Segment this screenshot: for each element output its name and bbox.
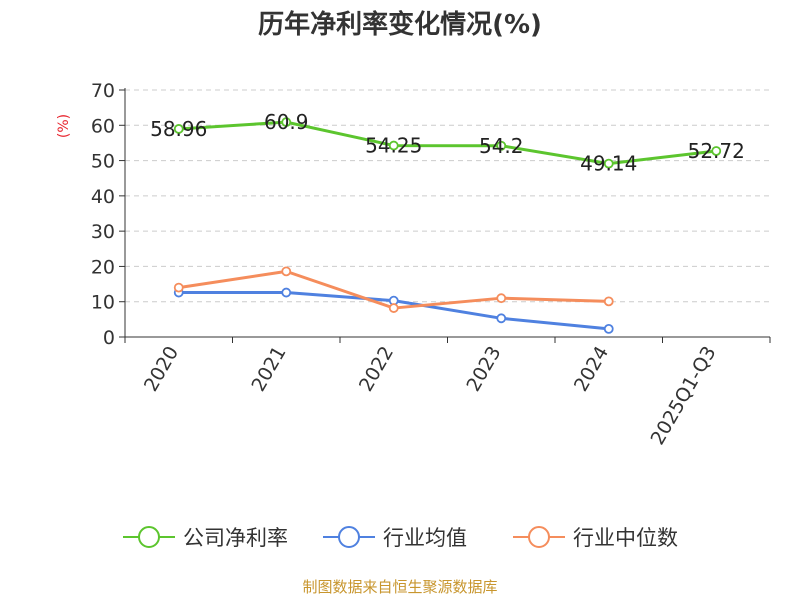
legend-marker-0 xyxy=(138,526,160,548)
legend-label-1: 行业均值 xyxy=(383,526,467,550)
point-s0-3 xyxy=(496,140,507,151)
point-s2-2 xyxy=(388,303,399,313)
point-s1-1 xyxy=(281,287,292,298)
point-s2-1 xyxy=(281,266,292,277)
y-tick-label-20: 20 xyxy=(91,256,115,278)
y-axis-label: (%) xyxy=(56,114,72,138)
axes xyxy=(119,88,771,343)
point-s0-5 xyxy=(711,146,722,156)
legend-label-2: 行业中位数 xyxy=(573,526,678,550)
x-tick-label-2022: 2022 xyxy=(355,343,398,396)
point-s0-4 xyxy=(603,158,614,169)
y-tick-label-40: 40 xyxy=(91,186,115,208)
point-s2-3 xyxy=(496,293,507,304)
point-s1-3 xyxy=(496,313,507,324)
point-s2-4 xyxy=(603,296,614,307)
x-tick-label-2023: 2023 xyxy=(462,343,505,396)
data-label-s0-5: 52.72 xyxy=(688,139,745,163)
y-tick-labels: 0 10 20 30 40 50 60 70 xyxy=(91,80,115,349)
chart-title: 历年净利率变化情况(%) xyxy=(258,9,542,40)
legend-marker-2 xyxy=(528,526,550,548)
source-note: 制图数据来自恒生聚源数据库 xyxy=(302,578,497,596)
x-tick-labels: 2020 2021 2022 2023 2024 2025Q1-Q3 xyxy=(140,343,721,449)
data-label-s0-3: 54.2 xyxy=(479,134,524,158)
data-labels: 58.96 60.9 54.25 54.2 49.14 52.72 xyxy=(150,110,745,175)
data-label-s0-1: 60.9 xyxy=(264,110,309,134)
point-s0-1 xyxy=(281,117,292,128)
legend-marker-1 xyxy=(338,526,360,548)
y-tick-label-30: 30 xyxy=(91,221,115,243)
data-label-s0-4: 49.14 xyxy=(580,152,637,176)
y-tick-label-50: 50 xyxy=(91,151,115,173)
x-tick-label-2024: 2024 xyxy=(570,343,613,396)
x-tick-label-2021: 2021 xyxy=(247,343,290,396)
y-tick-label-70: 70 xyxy=(91,80,115,102)
gridlines xyxy=(125,89,770,303)
data-label-s0-2: 54.25 xyxy=(365,134,422,158)
series-points xyxy=(173,117,722,334)
y-tick-label-10: 10 xyxy=(91,292,115,314)
legend-label-0: 公司净利率 xyxy=(183,526,288,550)
point-s2-0 xyxy=(173,282,184,293)
x-tick-label-2025Q1-Q3: 2025Q1-Q3 xyxy=(647,343,721,449)
y-tick-label-0: 0 xyxy=(103,327,115,349)
x-tick-label-2020: 2020 xyxy=(140,343,183,396)
legend[interactable]: 公司净利率 行业均值 行业中位数 xyxy=(123,526,678,550)
point-s0-0 xyxy=(173,124,184,134)
series-line-0 xyxy=(178,120,717,166)
y-tick-label-60: 60 xyxy=(91,115,115,137)
point-s1-4 xyxy=(603,323,614,334)
data-label-s0-0: 58.96 xyxy=(150,117,207,141)
point-s0-2 xyxy=(388,140,399,151)
